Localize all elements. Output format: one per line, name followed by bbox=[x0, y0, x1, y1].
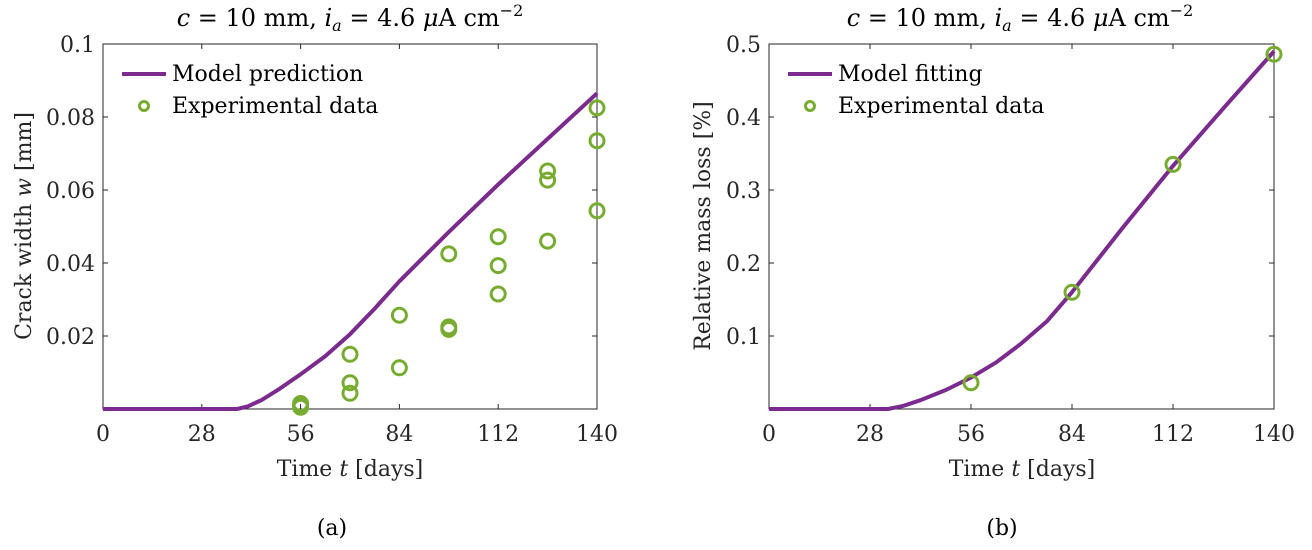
panel-b-legend: Model fitting Experimental data bbox=[788, 62, 1044, 119]
experimental-data-point bbox=[962, 374, 980, 392]
panel-a-legend-label-experimental: Experimental data bbox=[172, 94, 378, 119]
y-tick-label: 0.1 bbox=[726, 325, 761, 350]
experimental-data-point bbox=[489, 285, 507, 303]
experimental-data-point bbox=[1265, 45, 1283, 63]
y-tick-label: 0.2 bbox=[726, 252, 761, 277]
y-tick-label: 0.4 bbox=[726, 106, 761, 131]
panel-b-title: c = 10 mm, ia = 4.6 μA cm−2 bbox=[847, 1, 1194, 35]
panel-a-experimental-points bbox=[292, 99, 606, 416]
experimental-data-point bbox=[390, 359, 408, 377]
panel-a-title: c = 10 mm, ia = 4.6 μA cm−2 bbox=[177, 1, 524, 35]
y-tick-label: 0.1 bbox=[60, 33, 95, 58]
x-tick-label: 140 bbox=[1253, 422, 1295, 447]
experimental-data-point bbox=[539, 171, 557, 189]
experimental-data-point bbox=[588, 99, 606, 117]
panel-a-x-label: Time t [days] bbox=[277, 457, 424, 482]
panel-a-model-prediction-line bbox=[103, 91, 599, 411]
panel-a-legend-label-model: Model prediction bbox=[172, 62, 363, 87]
panel-a-legend: Model prediction Experimental data bbox=[122, 62, 378, 119]
panel-a-y-ticks: 0.02 0.04 0.06 0.08 0.1 bbox=[46, 33, 597, 350]
panel-a-axes-frame bbox=[102, 43, 598, 410]
experimental-data-point bbox=[440, 245, 458, 263]
experimental-data-point bbox=[292, 398, 310, 416]
panel-a: c = 10 mm, ia = 4.6 μA cm−2 0 28 56 84 112 14… bbox=[12, 1, 618, 541]
panel-b: c = 10 mm, ia = 4.6 μA cm−2 0 28 56 84 112 14… bbox=[691, 1, 1295, 541]
x-tick-label: 28 bbox=[856, 422, 884, 447]
y-tick-label: 0.08 bbox=[46, 106, 95, 131]
panel-b-model-fitting-line bbox=[769, 49, 1276, 411]
experimental-data-point bbox=[1164, 155, 1182, 173]
y-tick-label: 0.04 bbox=[46, 252, 95, 277]
panel-a-y-label: Crack width w [mm] bbox=[12, 112, 37, 340]
panel-b-caption: (b) bbox=[986, 516, 1017, 541]
panel-b-legend-label-experimental: Experimental data bbox=[838, 94, 1044, 119]
y-tick-label: 0.5 bbox=[726, 33, 761, 58]
panel-b-y-ticks: 0.1 0.2 0.3 0.4 0.5 bbox=[726, 33, 1274, 350]
x-tick-label: 84 bbox=[1058, 422, 1086, 447]
y-tick-label: 0.3 bbox=[726, 179, 761, 204]
panel-b-legend-label-model: Model fitting bbox=[838, 62, 983, 87]
panel-b-y-label: Relative mass loss [%] bbox=[691, 101, 716, 351]
experimental-data-point bbox=[588, 202, 606, 220]
experimental-data-point bbox=[390, 306, 408, 324]
experimental-data-point bbox=[539, 162, 557, 180]
x-tick-label: 112 bbox=[1152, 422, 1194, 447]
panel-b-x-ticks: 0 28 56 84 112 140 bbox=[762, 44, 1295, 447]
panel-b-axes-frame bbox=[768, 43, 1275, 410]
x-tick-label: 56 bbox=[287, 422, 315, 447]
experimental-data-point bbox=[440, 320, 458, 338]
experimental-data-point bbox=[489, 228, 507, 246]
x-tick-label: 0 bbox=[762, 422, 776, 447]
experimental-data-point bbox=[588, 132, 606, 150]
panel-a-legend-marker-swatch bbox=[138, 100, 150, 112]
y-tick-label: 0.02 bbox=[46, 325, 95, 350]
experimental-data-point bbox=[341, 374, 359, 392]
panel-a-x-ticks: 0 28 56 84 112 140 bbox=[96, 44, 618, 447]
experimental-data-point bbox=[341, 345, 359, 363]
x-tick-label: 140 bbox=[576, 422, 618, 447]
x-tick-label: 112 bbox=[477, 422, 519, 447]
experimental-data-point bbox=[341, 384, 359, 402]
experimental-data-point bbox=[1063, 283, 1081, 301]
panel-b-experimental-points bbox=[962, 45, 1283, 392]
panel-b-x-label: Time t [days] bbox=[949, 457, 1096, 482]
experimental-data-point bbox=[489, 257, 507, 275]
x-tick-label: 56 bbox=[957, 422, 985, 447]
panel-a-caption: (a) bbox=[317, 516, 347, 541]
x-tick-label: 84 bbox=[385, 422, 413, 447]
panel-b-legend-marker-swatch bbox=[804, 100, 816, 112]
x-tick-label: 28 bbox=[188, 422, 216, 447]
experimental-data-point bbox=[539, 232, 557, 250]
x-tick-label: 0 bbox=[96, 422, 110, 447]
y-tick-label: 0.06 bbox=[46, 179, 95, 204]
